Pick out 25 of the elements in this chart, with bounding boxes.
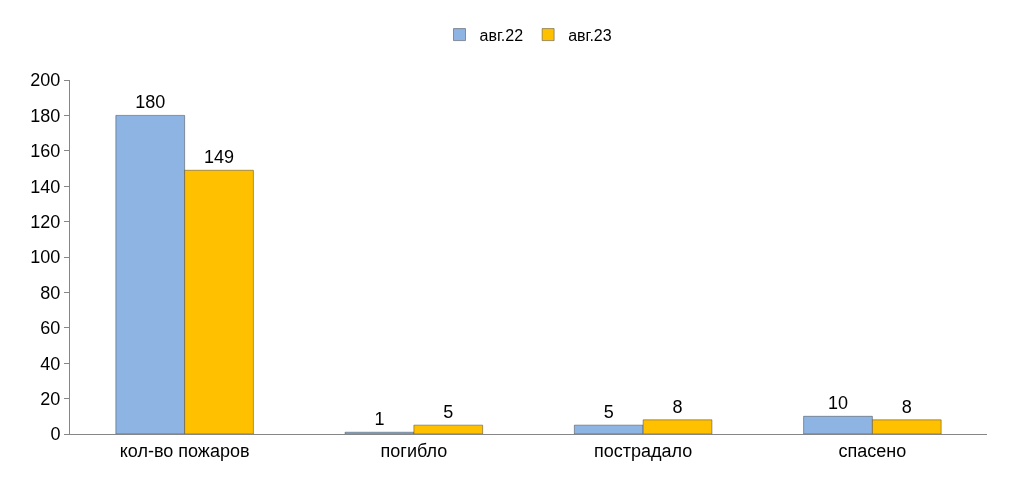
legend-label: авг.23 (568, 26, 612, 44)
x-tick-label: кол-во пожаров (119, 440, 250, 461)
y-tick-label: 160 (30, 141, 61, 162)
y-tick-label: 200 (30, 70, 61, 91)
y-tick-label: 120 (30, 211, 61, 232)
x-tick-label: погибло (380, 440, 448, 461)
x-tick-label: спасено (838, 440, 907, 461)
y-tick-label: 100 (30, 247, 61, 268)
x-tick-label: пострадало (594, 440, 693, 461)
y-tick-label: 60 (40, 318, 61, 339)
y-tick-label: 80 (40, 282, 61, 303)
data-label: 5 (443, 402, 454, 423)
data-label: 5 (603, 402, 614, 423)
y-tick-label: 180 (30, 105, 61, 126)
data-label: 8 (672, 396, 683, 417)
legend-label: авг.22 (479, 26, 524, 44)
y-tick-label: 0 (50, 424, 61, 445)
data-label: 149 (203, 147, 235, 168)
y-tick-label: 20 (40, 388, 61, 409)
data-label: 10 (827, 393, 849, 414)
y-tick-label: 40 (40, 353, 61, 374)
data-label: 8 (901, 396, 912, 417)
y-tick-label: 140 (30, 176, 61, 197)
data-label: 180 (135, 92, 166, 113)
data-label: 1 (374, 409, 385, 430)
